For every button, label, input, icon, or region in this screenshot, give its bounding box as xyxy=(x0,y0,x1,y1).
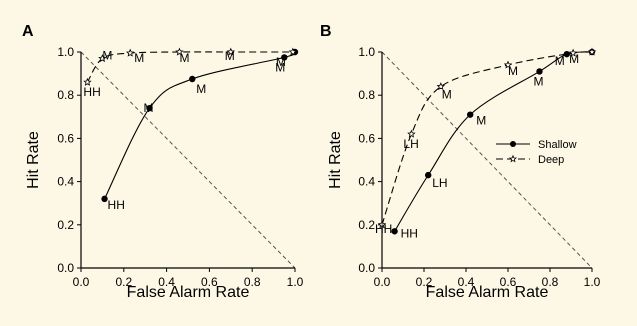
data-point-shallow xyxy=(146,104,153,112)
x-axis-title: False Alarm Rate xyxy=(426,284,549,301)
point-label-deep: HH xyxy=(375,222,392,236)
y-tick-label: 0.8 xyxy=(358,88,375,102)
point-label-shallow: HH xyxy=(401,226,418,240)
data-point-deep xyxy=(587,47,597,56)
data-point-shallow xyxy=(189,75,196,83)
x-tick-label: 1.0 xyxy=(584,275,601,289)
data-point-shallow xyxy=(425,171,432,179)
point-label-deep: M xyxy=(508,64,518,78)
y-tick-label: 0.0 xyxy=(57,261,74,275)
x-tick-label: 0.4 xyxy=(458,275,475,289)
point-label-deep: M xyxy=(225,49,235,63)
y-tick-label: 0.6 xyxy=(57,131,74,145)
point-label-deep: HH xyxy=(83,85,100,99)
point-label-shallow: M xyxy=(555,54,565,68)
y-tick-label: 0.4 xyxy=(358,175,375,189)
panel-letter: A xyxy=(22,23,34,40)
y-tick-label: 0.2 xyxy=(57,218,74,232)
x-tick-label: 0.8 xyxy=(542,275,559,289)
data-point-shallow xyxy=(467,111,474,118)
data-point-deep xyxy=(503,60,513,69)
point-label-deep: LH xyxy=(403,137,418,151)
x-tick-label: 0.2 xyxy=(416,275,433,289)
legend-marker-deep xyxy=(508,154,518,163)
point-label-shallow: M xyxy=(275,60,285,74)
chance-diagonal-line xyxy=(80,51,296,269)
x-tick-label: 0.0 xyxy=(73,275,90,289)
legend-marker-shallow xyxy=(510,141,516,147)
point-label-deep: M xyxy=(179,51,189,65)
point-label-shallow: M xyxy=(476,114,486,128)
data-point-deep xyxy=(175,47,184,56)
data-point-deep xyxy=(226,47,236,56)
panel-b: B 0.0 0.2 0.4 0.6 0.8 1.0 0.0 0.2 0.4 0.6 0.8 1.0 Fal… xyxy=(320,23,601,301)
data-point-deep xyxy=(83,77,92,86)
panel-a: A 0.0 0.2 0.4 0.6 0.8 1.0 0.0 0.2 0.4 0.6 0.8 1.0 Fal… xyxy=(22,23,304,301)
x-tick-label: 0.8 xyxy=(244,275,261,289)
chance-diagonal-line xyxy=(381,51,593,269)
point-label-deep: M xyxy=(569,52,579,66)
point-label-shallow: M xyxy=(196,82,206,96)
data-point-deep xyxy=(407,129,416,138)
data-point-shallow xyxy=(536,68,543,75)
point-label-shallow: M xyxy=(143,101,153,115)
data-point-deep xyxy=(568,48,578,57)
x-tick-label: 0.6 xyxy=(500,275,517,289)
panel-letter: B xyxy=(320,23,332,40)
data-point-deep xyxy=(98,54,107,63)
point-label-deep: M xyxy=(276,55,286,69)
point-label-shallow: LH xyxy=(432,176,447,190)
data-point-shallow xyxy=(563,50,570,58)
data-point-shallow xyxy=(101,195,108,203)
legend-label-shallow: Shallow xyxy=(538,139,577,151)
point-label-deep: M xyxy=(134,51,144,65)
x-tick-label: 1.0 xyxy=(287,275,304,289)
data-point-shallow xyxy=(281,54,288,61)
y-tick-label: 0.6 xyxy=(358,131,375,145)
y-tick-label: 0.4 xyxy=(57,175,74,189)
x-axis-title: False Alarm Rate xyxy=(127,284,250,301)
point-label-shallow: M xyxy=(534,74,544,88)
data-point-deep xyxy=(436,82,446,91)
x-tick-label: 0.6 xyxy=(201,275,218,289)
point-label-deep: M xyxy=(442,88,452,102)
point-label-shallow: HH xyxy=(108,198,125,212)
y-axis-title: Hit Rate xyxy=(25,131,42,189)
y-tick-label: 0.0 xyxy=(358,261,375,275)
y-tick-label: 1.0 xyxy=(358,45,375,59)
point-label-deep: M xyxy=(102,48,112,62)
x-tick-label: 0.2 xyxy=(115,275,132,289)
y-tick-label: 0.8 xyxy=(57,88,74,102)
x-tick-label: 0.4 xyxy=(158,275,175,289)
y-axis-title: Hit Rate xyxy=(327,131,344,189)
x-tick-label: 0.0 xyxy=(374,275,391,289)
data-point-deep xyxy=(288,47,298,56)
data-point-deep xyxy=(377,220,387,229)
data-point-shallow xyxy=(391,228,398,235)
legend-label-deep: Deep xyxy=(538,154,564,166)
y-tick-label: 0.2 xyxy=(358,218,375,232)
y-tick-label: 1.0 xyxy=(57,45,74,59)
data-point-deep xyxy=(126,48,135,57)
